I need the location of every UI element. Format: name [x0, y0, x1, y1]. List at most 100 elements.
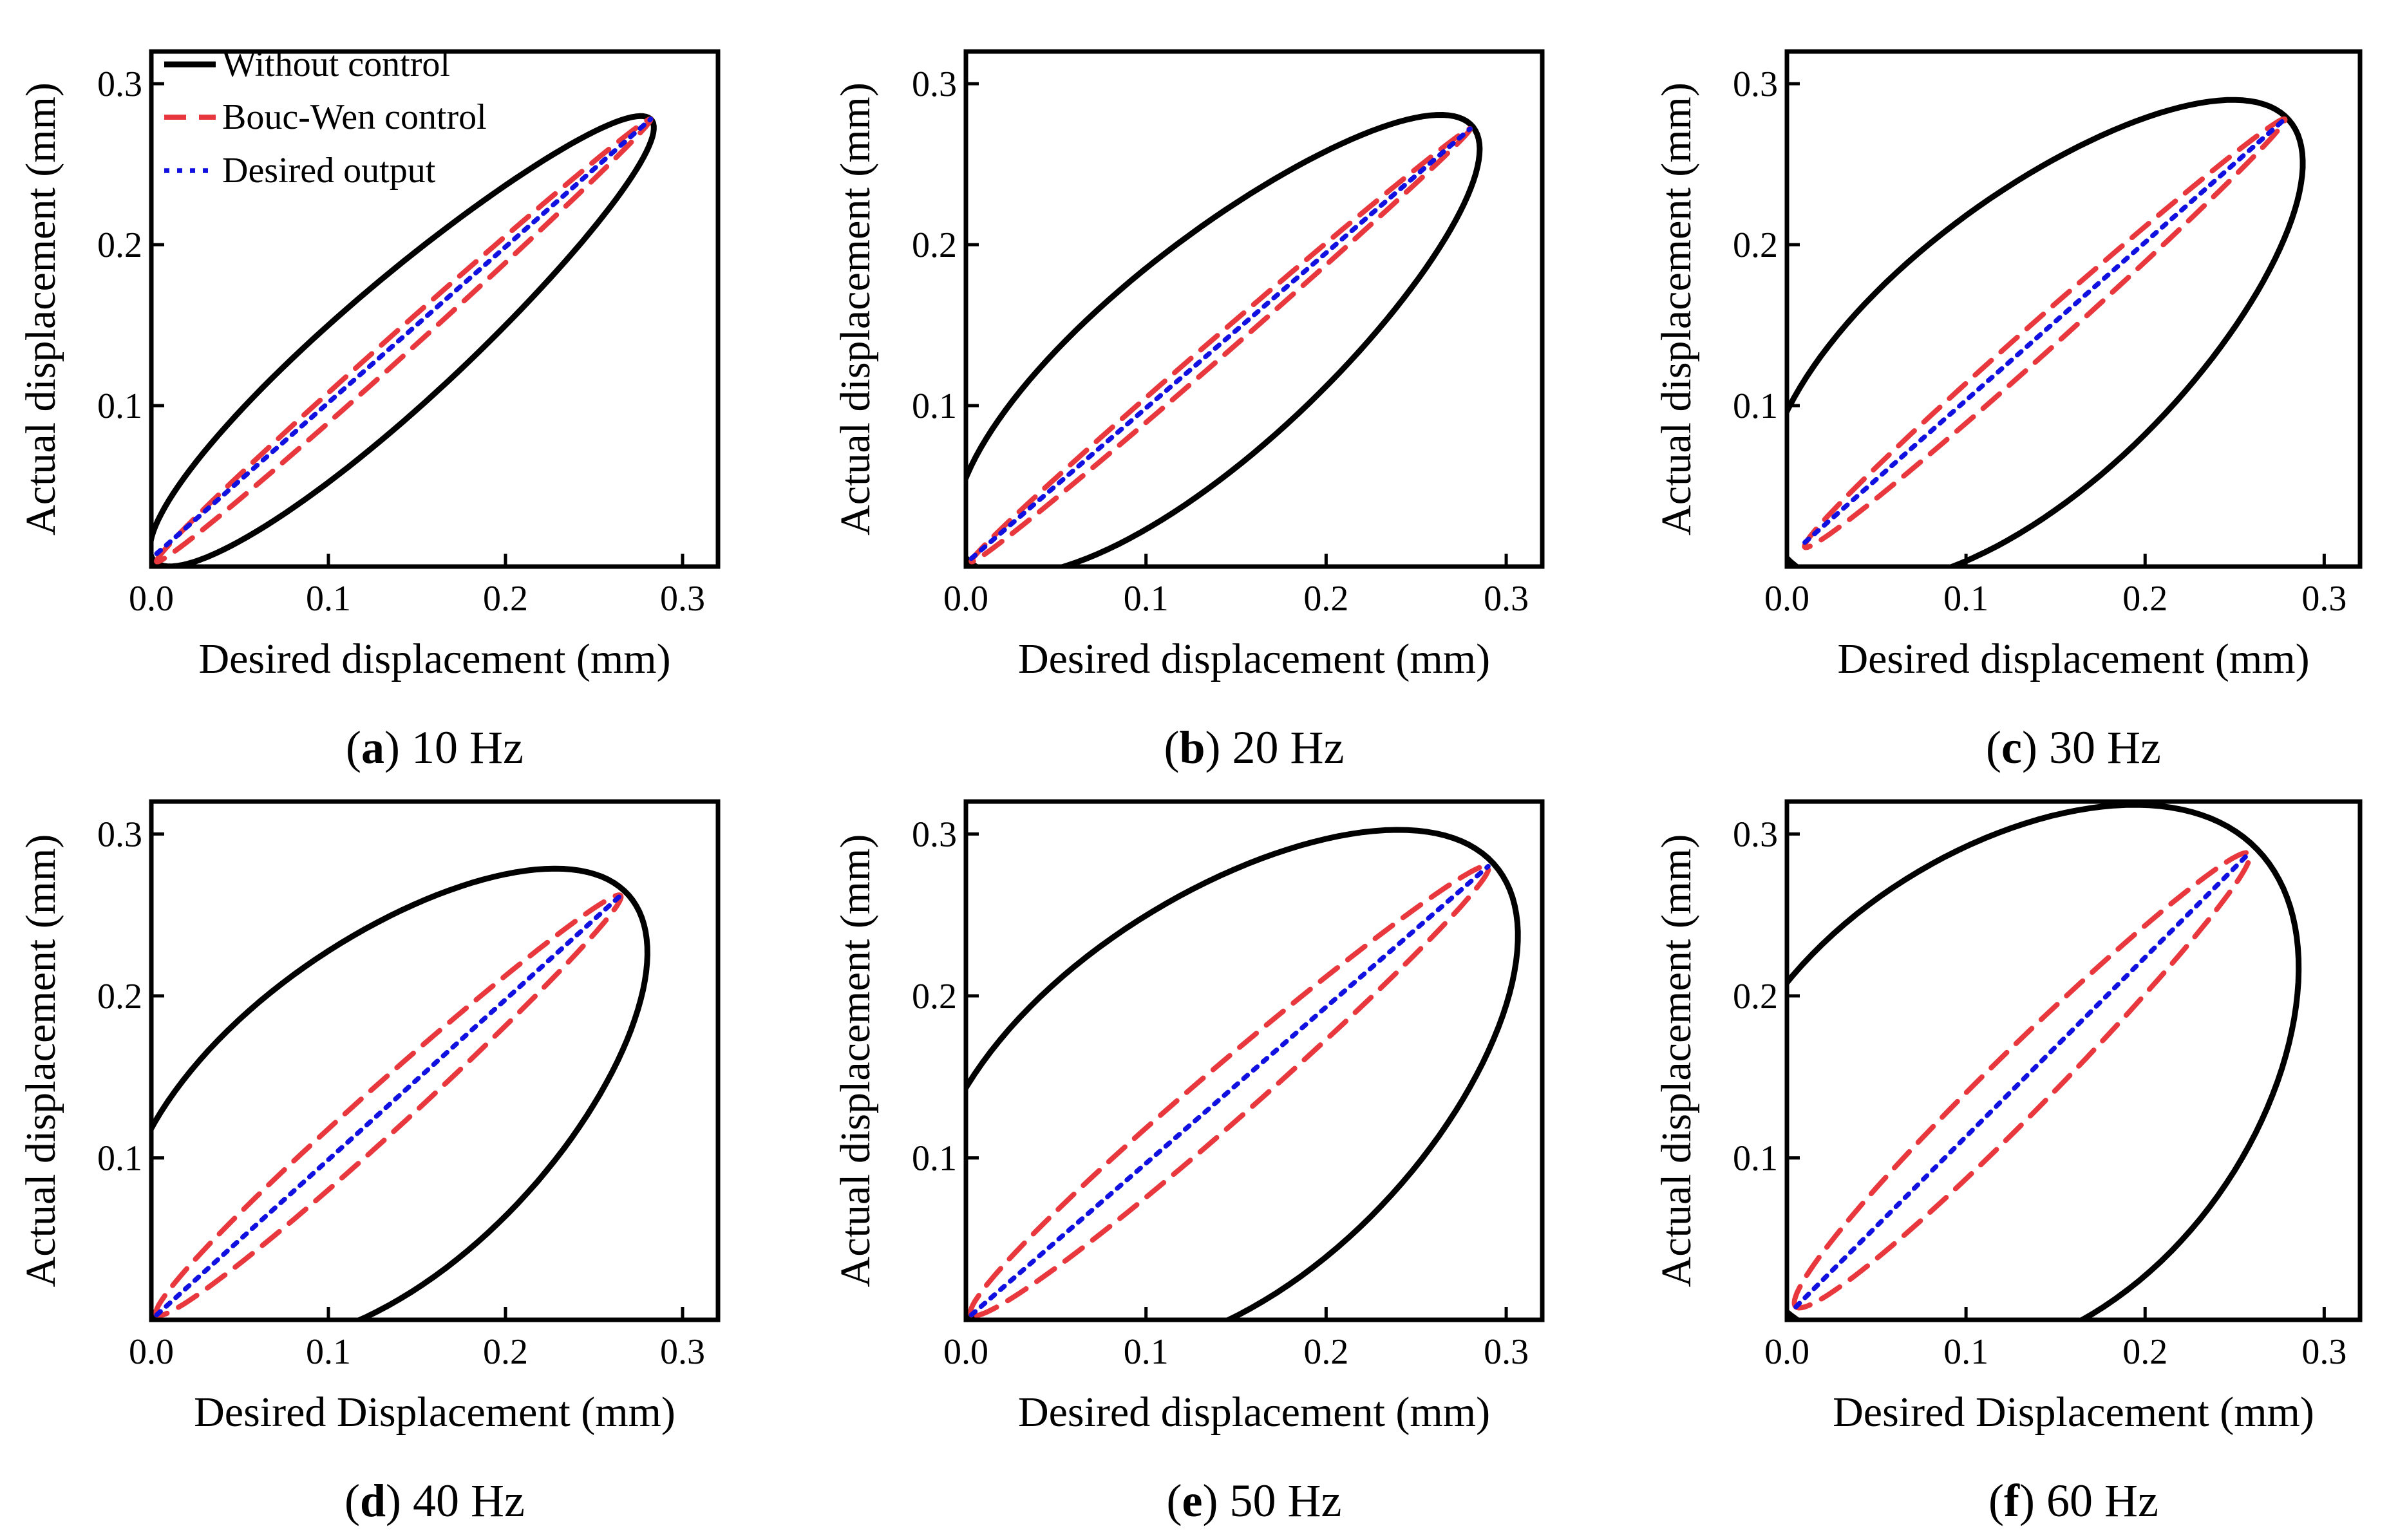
caption-letter: b [1180, 722, 1205, 773]
series-bouc-wen-control [968, 863, 1491, 1319]
panel-caption: (a) 10 Hz [346, 722, 524, 773]
x-tick-label: 0.1 [1124, 1332, 1169, 1372]
y-tick-label: 0.3 [97, 814, 142, 854]
caption-open-paren: ( [345, 1475, 360, 1526]
y-tick-label: 0.1 [912, 1138, 957, 1178]
series-without-control [1787, 97, 2306, 567]
x-tick-label: 0.3 [2301, 1332, 2347, 1372]
series-without-control [966, 112, 1483, 567]
plot-frame [149, 799, 721, 1322]
chart-panel-d: 0.0 0.1 0.2 0.3 0.1 0.2 0.3 Desired Displacemen… [17, 799, 721, 1526]
y-axis-label: Actual displacement (mm) [1653, 82, 1700, 536]
y-tick-label: 0.2 [97, 977, 142, 1017]
plot-area [1787, 97, 2306, 567]
caption-open-paren: ( [1164, 722, 1180, 773]
caption-open-paren: ( [1986, 722, 2001, 773]
x-tick-label: 0.3 [1484, 1332, 1529, 1372]
series-bouc-wen-control [1802, 116, 2288, 550]
x-tick-label: 0.2 [2122, 579, 2167, 619]
panel-caption: (b) 20 Hz [1164, 722, 1345, 773]
plot-area [966, 112, 1483, 567]
plot-frame [1784, 799, 2363, 1322]
y-tick-label: 0.2 [1733, 225, 1778, 265]
y-axis-label: Actual displacement (mm) [17, 82, 64, 536]
series-without-control [1787, 802, 2302, 1320]
panel-caption: (e) 50 Hz [1167, 1475, 1342, 1526]
x-tick-label: 0.0 [129, 1332, 174, 1372]
x-tick-label: 0.0 [129, 579, 174, 619]
x-tick-label: 0.3 [2301, 579, 2347, 619]
caption-close-paren: ) [2019, 1475, 2035, 1526]
x-tick-label: 0.2 [2122, 1332, 2167, 1372]
caption-text: 10 Hz [400, 722, 524, 773]
chart-panel-e: 0.0 0.1 0.2 0.3 0.1 0.2 0.3 Desired displacemen… [832, 799, 1545, 1526]
y-tick-label: 0.1 [97, 1138, 142, 1178]
y-tick-label: 0.1 [97, 386, 142, 426]
y-tick-label: 0.3 [1733, 814, 1778, 854]
plot-area [151, 865, 650, 1320]
y-axis-label: Actual displacement (mm) [832, 834, 879, 1288]
series-desired-output [1793, 850, 2252, 1310]
x-tick-label: 0.1 [306, 1332, 351, 1372]
x-axis-label: Desired Displacement (mm) [1833, 1389, 2314, 1436]
plot-frame [963, 49, 1545, 569]
plot-frame [149, 49, 721, 569]
caption-close-paren: ) [384, 722, 400, 773]
caption-text: 60 Hz [2035, 1475, 2158, 1526]
legend: Without control Bouc-Wen control Desired o… [164, 44, 487, 191]
plot-area [1787, 802, 2302, 1320]
y-tick-label: 0.2 [1733, 977, 1778, 1017]
legend-label: Without control [222, 44, 450, 84]
x-tick-label: 0.1 [1943, 579, 1988, 619]
x-axis-label: Desired displacement (mm) [1837, 635, 2309, 682]
y-tick-label: 0.1 [1733, 386, 1778, 426]
caption-text: 30 Hz [2037, 722, 2161, 773]
y-tick-label: 0.1 [1733, 1138, 1778, 1178]
caption-open-paren: ( [1988, 1475, 2004, 1526]
y-tick-label: 0.3 [912, 64, 957, 104]
legend-label: Bouc-Wen control [222, 97, 487, 137]
chart-panel-f: 0.0 0.1 0.2 0.3 0.1 0.2 0.3 Desired Displacemen… [1653, 799, 2363, 1526]
legend-label: Desired output [222, 151, 436, 191]
y-tick-label: 0.1 [912, 386, 957, 426]
caption-close-paren: ) [1203, 1475, 1218, 1526]
x-tick-label: 0.0 [943, 1332, 988, 1372]
caption-close-paren: ) [2022, 722, 2037, 773]
caption-letter: f [2004, 1475, 2020, 1526]
y-tick-label: 0.3 [1733, 64, 1778, 104]
panel-caption: (f) 60 Hz [1988, 1475, 2158, 1526]
x-axis-label: Desired displacement (mm) [198, 635, 670, 682]
chart-panel-b: 0.0 0.1 0.2 0.3 0.1 0.2 0.3 Desired displacemen… [832, 49, 1545, 773]
x-tick-label: 0.3 [660, 1332, 705, 1372]
caption-text: 40 Hz [401, 1475, 525, 1526]
y-axis-label: Actual displacement (mm) [832, 82, 879, 536]
plot-frame [963, 799, 1545, 1322]
x-tick-label: 0.1 [306, 579, 351, 619]
plot-frame [1784, 49, 2363, 569]
caption-close-paren: ) [1205, 722, 1221, 773]
series-desired-output [1802, 117, 2287, 545]
caption-text: 20 Hz [1221, 722, 1345, 773]
x-tick-label: 0.3 [1484, 579, 1529, 619]
y-axis-label: Actual displacement (mm) [1653, 834, 1700, 1288]
series-desired-output [968, 126, 1473, 561]
series-desired-output [968, 863, 1491, 1318]
x-tick-label: 0.3 [660, 579, 705, 619]
caption-text: 50 Hz [1218, 1475, 1341, 1526]
x-tick-label: 0.2 [483, 579, 528, 619]
series-desired-output [154, 117, 654, 556]
caption-letter: d [360, 1475, 386, 1526]
x-tick-label: 0.0 [1764, 1332, 1809, 1372]
y-tick-label: 0.2 [97, 225, 142, 265]
panel-caption: (c) 30 Hz [1986, 722, 2161, 773]
chart-panel-c: 0.0 0.1 0.2 0.3 0.1 0.2 0.3 Desired displacemen… [1653, 49, 2363, 773]
y-tick-label: 0.2 [912, 225, 957, 265]
plot-area [966, 827, 1521, 1320]
series-desired-output [154, 893, 623, 1318]
y-tick-label: 0.2 [912, 977, 957, 1017]
x-tick-label: 0.2 [483, 1332, 528, 1372]
series-bouc-wen-control [1791, 850, 2253, 1311]
y-tick-label: 0.3 [97, 64, 142, 104]
plot-area [151, 113, 657, 567]
x-tick-label: 0.0 [943, 579, 988, 619]
